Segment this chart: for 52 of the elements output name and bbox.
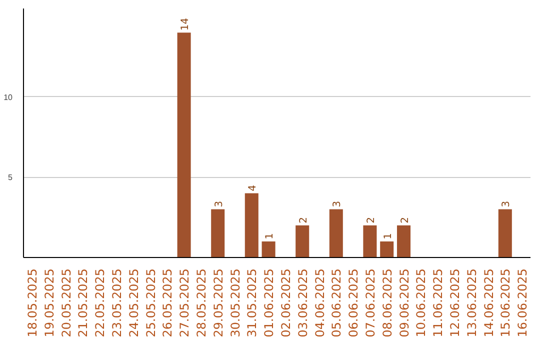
x-tick-label: 28.05.2025 — [194, 268, 208, 338]
y-tick-label: 5 — [8, 173, 14, 182]
x-tick-label: 05.06.2025 — [330, 268, 344, 338]
bar — [363, 225, 377, 258]
x-tick-label: 26.05.2025 — [160, 268, 175, 338]
x-tick-label: 24.05.2025 — [126, 268, 141, 338]
data-label: 14 — [180, 18, 192, 31]
bar — [329, 209, 343, 258]
x-tick-label: 12.06.2025 — [448, 268, 462, 338]
bar — [396, 225, 411, 258]
x-tick-label: 21.05.2025 — [76, 268, 90, 338]
x-tick-label: 19.05.2025 — [42, 268, 56, 338]
bar — [262, 241, 276, 258]
x-tick-label: 01.06.2025 — [262, 268, 276, 338]
data-label: 2 — [400, 216, 411, 224]
x-tick-label: 07.06.2025 — [363, 268, 378, 338]
y-tick-label: 10 — [4, 92, 14, 102]
data-label: 4 — [248, 184, 259, 192]
x-tick-label: 31.05.2025 — [245, 268, 260, 338]
x-tick-label: 22.05.2025 — [93, 268, 108, 338]
x-tick-label: 23.05.2025 — [110, 268, 124, 338]
bar — [211, 209, 225, 258]
x-tick-label: 27.05.2025 — [178, 268, 192, 338]
x-tick-label: 30.05.2025 — [228, 268, 242, 338]
x-tick-label: 04.06.2025 — [312, 268, 327, 338]
bar — [498, 209, 512, 258]
data-label: 1 — [264, 233, 276, 240]
data-label: 2 — [298, 216, 310, 224]
x-tick-label: 09.06.2025 — [397, 268, 412, 338]
data-label: 3 — [214, 200, 225, 208]
bar — [177, 32, 191, 258]
x-tick-label: 11.06.2025 — [431, 268, 446, 338]
x-tick-label: 14.06.2025 — [482, 268, 496, 338]
bar — [296, 225, 310, 258]
data-label: 1 — [382, 233, 394, 240]
data-label: 3 — [332, 200, 344, 208]
data-label: 3 — [501, 200, 512, 208]
x-tick-label: 13.06.2025 — [464, 268, 479, 338]
x-tick-label: 03.06.2025 — [296, 268, 310, 338]
x-tick-label: 16.06.2025 — [516, 268, 530, 338]
bar — [380, 241, 394, 258]
x-tick-label: 06.06.2025 — [346, 268, 361, 338]
data-label: 2 — [366, 216, 377, 224]
x-tick-label: 25.05.2025 — [144, 268, 158, 338]
x-tick-label: 15.06.2025 — [498, 268, 513, 338]
x-tick-label: 29.05.2025 — [211, 268, 226, 338]
x-tick-label: 08.06.2025 — [380, 268, 394, 338]
bar — [244, 193, 258, 258]
x-tick-label: 20.05.2025 — [59, 268, 74, 338]
x-tick-label: 18.05.2025 — [25, 268, 40, 338]
x-tick-label: 10.06.2025 — [414, 268, 428, 338]
x-tick-label: 02.06.2025 — [278, 268, 293, 338]
